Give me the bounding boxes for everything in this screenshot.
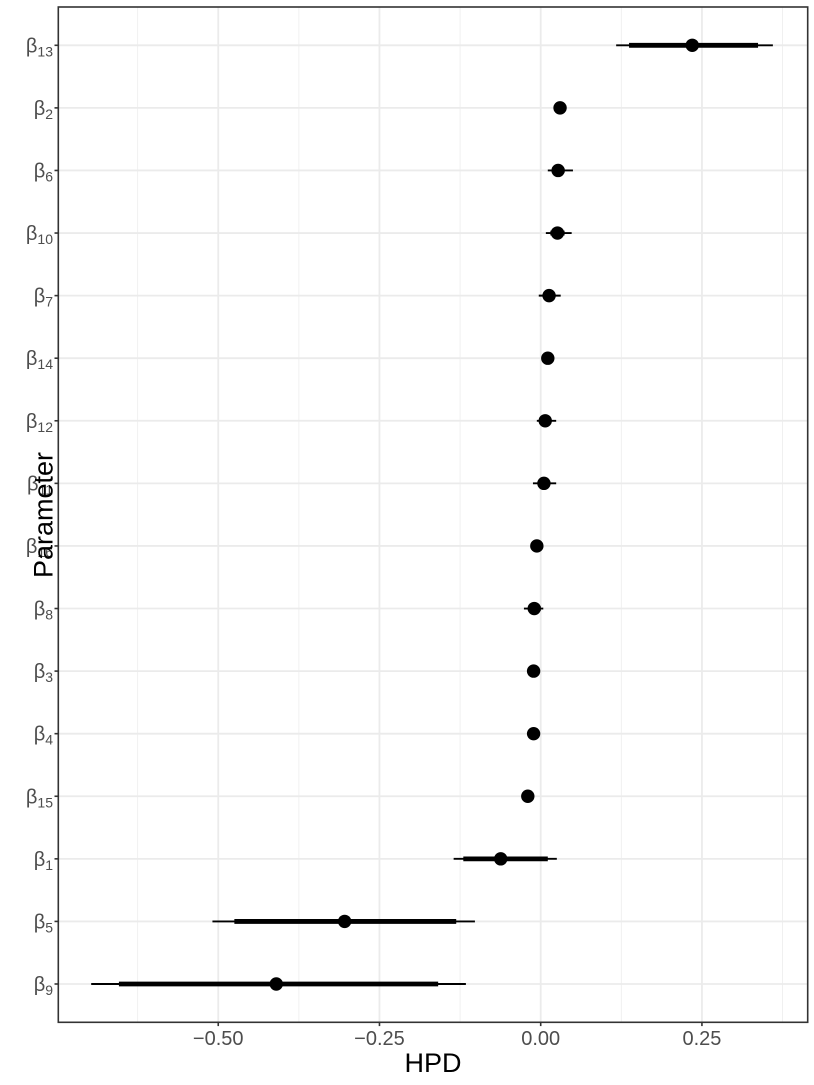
point-beta-11 [537, 476, 551, 491]
point-beta-9 [269, 977, 283, 991]
y-tick-label-beta-2: β2 [34, 98, 54, 122]
point-beta-10 [550, 226, 565, 240]
y-tick-label-beta-16: β16 [26, 536, 53, 560]
y-tick-label-beta-8: β8 [34, 599, 54, 623]
point-beta-5 [337, 914, 352, 929]
point-beta-4 [526, 726, 541, 741]
y-tick-label-beta-6: β6 [34, 160, 54, 184]
x-tick-label: 0.25 [682, 1028, 721, 1050]
x-tick-label: −0.50 [193, 1028, 244, 1050]
point-beta-3 [526, 664, 541, 678]
y-tick-label-beta-3: β3 [34, 661, 54, 685]
y-tick-label-beta-13: β13 [26, 35, 53, 59]
y-tick-label-beta-11: β11 [27, 473, 53, 497]
point-beta-8 [527, 601, 541, 616]
x-tick-label: −0.25 [354, 1028, 405, 1050]
y-tick-label-beta-10: β10 [26, 223, 53, 247]
point-beta-7 [542, 288, 556, 303]
point-beta-1 [494, 852, 508, 866]
panel-background [58, 7, 808, 1023]
y-tick-label-beta-14: β14 [26, 348, 53, 372]
point-beta-16 [530, 539, 544, 553]
point-beta-13 [685, 38, 699, 52]
y-tick-label-beta-4: β4 [34, 724, 54, 748]
point-beta-6 [551, 163, 565, 178]
y-tick-label-beta-12: β12 [26, 411, 53, 435]
y-axis-title: Parameter [28, 451, 59, 579]
y-tick-label-beta-1: β1 [34, 849, 54, 873]
x-axis-title: HPD [404, 1048, 462, 1078]
y-tick-label-beta-5: β5 [34, 911, 54, 935]
y-tick-label-beta-7: β7 [34, 286, 54, 310]
point-beta-15 [521, 789, 535, 803]
x-tick-label: 0.00 [521, 1028, 560, 1050]
panel-border [57, 6, 809, 1024]
y-tick-label-beta-9: β9 [34, 974, 54, 998]
y-tick-label-beta-15: β15 [26, 786, 53, 810]
point-beta-12 [538, 414, 552, 428]
point-beta-2 [553, 101, 567, 115]
point-beta-14 [541, 351, 555, 365]
